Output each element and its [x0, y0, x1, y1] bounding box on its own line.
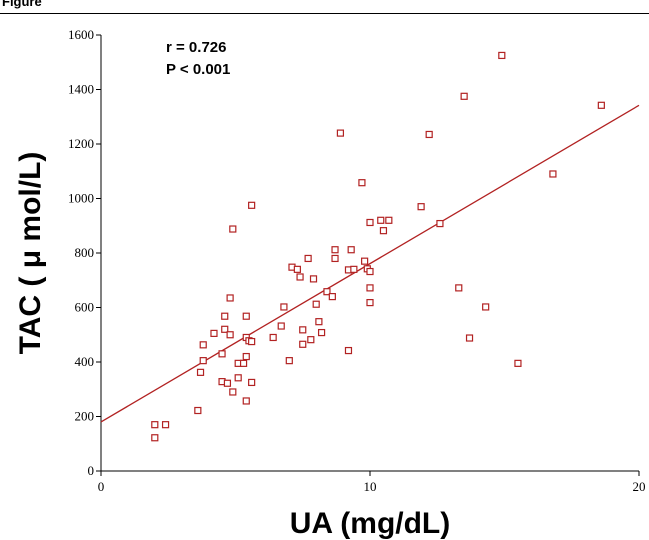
y-tick-label: 0	[88, 463, 95, 478]
y-tick-label: 400	[75, 354, 95, 369]
data-point	[323, 288, 331, 296]
data-point	[194, 406, 202, 415]
data-point	[242, 397, 250, 405]
data-point	[498, 51, 506, 60]
data-point	[218, 350, 226, 358]
y-tick-label: 1600	[68, 27, 94, 42]
data-point	[199, 357, 207, 365]
x-tick-label: 0	[98, 479, 105, 494]
data-point	[366, 284, 374, 292]
data-point	[242, 312, 250, 320]
data-point	[221, 325, 229, 333]
data-point	[331, 246, 339, 254]
data-point	[597, 101, 605, 109]
data-point	[304, 254, 312, 263]
data-point	[465, 334, 474, 342]
data-point	[366, 267, 374, 276]
data-point	[331, 254, 339, 263]
data-point	[239, 359, 248, 367]
data-point	[293, 265, 301, 273]
figure-header-rule: Figure	[0, 0, 649, 14]
data-point	[358, 179, 366, 187]
regression-line	[100, 104, 640, 423]
data-point	[242, 352, 250, 361]
y-tick-label: 1400	[68, 82, 94, 97]
data-point	[514, 359, 522, 367]
data-point	[151, 421, 159, 429]
data-point	[379, 227, 388, 235]
data-point	[223, 379, 232, 387]
data-point	[315, 318, 323, 326]
data-point	[366, 298, 374, 307]
data-point	[347, 246, 355, 254]
data-point	[436, 219, 444, 228]
data-point	[196, 368, 205, 376]
data-point	[280, 303, 288, 311]
data-point	[460, 92, 468, 100]
data-point	[417, 203, 425, 211]
x-tick-label: 20	[633, 479, 646, 494]
data-point	[317, 328, 326, 337]
y-tick-label: 1200	[68, 136, 94, 151]
data-point	[269, 333, 277, 342]
annotation-p: P < 0.001	[166, 61, 230, 78]
data-point	[350, 265, 358, 273]
data-point	[221, 312, 229, 320]
data-point	[455, 284, 463, 292]
data-point	[285, 357, 293, 365]
data-point	[210, 329, 218, 337]
data-point	[299, 340, 307, 348]
data-point	[296, 273, 304, 281]
data-point	[161, 421, 170, 429]
data-point	[344, 346, 353, 355]
data-point	[312, 300, 320, 308]
y-ticks: 0 200 400 600 800 1000 1200 1400 1600	[68, 27, 101, 478]
y-axis-title: TAC ( μ mol/L)	[14, 152, 47, 355]
data-point	[226, 331, 234, 339]
y-tick-label: 600	[75, 300, 95, 315]
data-point	[425, 130, 433, 139]
data-point	[151, 434, 159, 442]
data-point	[482, 303, 490, 311]
data-point	[377, 216, 385, 224]
figure-header-label: Figure	[2, 0, 42, 9]
data-point	[361, 257, 369, 265]
x-ticks: 0 10 20	[98, 471, 646, 494]
data-point	[248, 201, 256, 209]
annotation-r: r = 0.726	[166, 39, 226, 56]
data-point	[385, 216, 393, 224]
x-tick-label: 10	[364, 479, 377, 494]
data-point	[248, 337, 256, 346]
data-point	[309, 275, 318, 283]
data-point	[234, 374, 242, 382]
data-point	[229, 388, 237, 396]
data-point	[299, 326, 307, 334]
data-point	[277, 322, 285, 330]
data-point	[307, 336, 315, 344]
data-point	[549, 170, 557, 178]
y-tick-label: 1000	[68, 191, 94, 206]
data-point	[248, 378, 256, 387]
data-point	[226, 294, 234, 302]
data-point	[336, 129, 345, 137]
y-tick-label: 800	[75, 245, 95, 260]
y-tick-label: 200	[75, 409, 95, 424]
data-point	[366, 218, 374, 227]
x-axis-title: UA (mg/dL)	[290, 507, 451, 540]
data-point	[229, 225, 237, 233]
data-point	[199, 341, 207, 349]
data-point	[328, 293, 336, 301]
data-points	[151, 51, 605, 442]
axes	[100, 35, 639, 472]
